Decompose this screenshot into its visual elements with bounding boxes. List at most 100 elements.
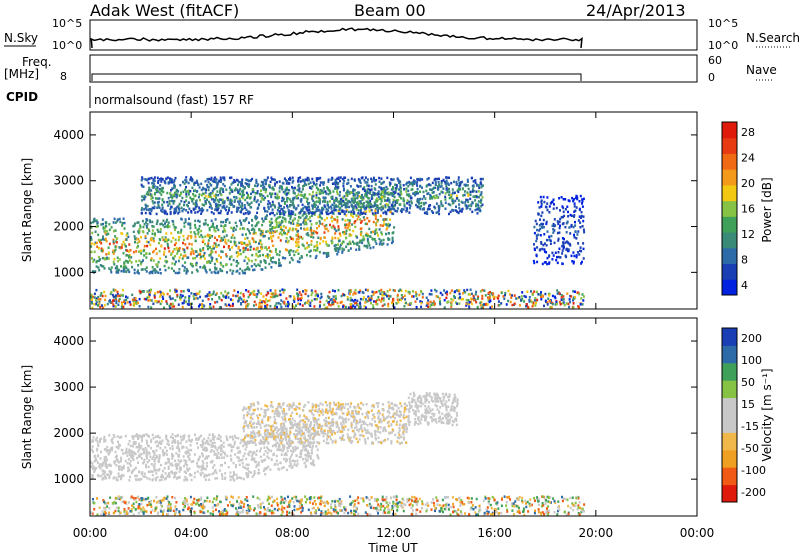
echo-cell bbox=[230, 445, 233, 449]
echo-cell bbox=[290, 237, 293, 240]
echo-cell bbox=[299, 176, 302, 179]
echo-cell bbox=[564, 241, 567, 244]
echo-cell bbox=[163, 478, 166, 481]
echo-cell bbox=[282, 225, 285, 228]
echo-cell bbox=[339, 301, 342, 304]
echo-cell bbox=[190, 243, 193, 246]
echo-cell bbox=[200, 452, 203, 455]
echo-cell bbox=[319, 181, 322, 184]
echo-cell bbox=[299, 297, 302, 300]
echo-cell bbox=[415, 182, 418, 185]
echo-cell bbox=[164, 222, 166, 225]
echo-cell bbox=[115, 241, 118, 244]
echo-cell bbox=[282, 190, 285, 194]
echo-cell bbox=[269, 224, 272, 227]
echo-cell bbox=[540, 291, 542, 294]
echo-cell bbox=[438, 212, 441, 216]
echo-cell bbox=[169, 212, 172, 216]
echo-cell bbox=[346, 295, 349, 299]
echo-cell bbox=[99, 240, 101, 244]
echo-cell bbox=[428, 204, 430, 208]
echo-cell bbox=[295, 195, 298, 198]
echo-cell bbox=[349, 200, 351, 204]
echo-cell bbox=[231, 435, 234, 439]
echo-cell bbox=[297, 430, 300, 433]
echo-cell bbox=[144, 236, 147, 240]
echo-cell bbox=[468, 301, 471, 304]
echo-cell bbox=[90, 296, 93, 299]
echo-cell bbox=[436, 295, 439, 299]
echo-cell bbox=[200, 434, 203, 438]
echo-cell bbox=[272, 230, 275, 233]
echo-cell bbox=[245, 457, 248, 461]
echo-cell bbox=[224, 461, 226, 465]
echo-cell bbox=[271, 221, 274, 224]
echo-cell bbox=[343, 187, 345, 191]
echo-cell bbox=[188, 457, 191, 461]
echo-cell bbox=[244, 206, 247, 210]
echo-cell bbox=[207, 247, 209, 251]
echo-cell bbox=[270, 458, 273, 462]
echo-cell bbox=[301, 237, 304, 240]
echo-cell bbox=[558, 231, 561, 234]
echo-cell bbox=[391, 301, 393, 305]
echo-cell bbox=[342, 304, 345, 307]
echo-cell bbox=[198, 305, 200, 308]
echo-cell bbox=[169, 179, 172, 183]
echo-cell bbox=[375, 290, 378, 294]
echo-cell bbox=[542, 222, 545, 226]
echo-cell bbox=[279, 264, 282, 267]
echo-cell bbox=[210, 207, 213, 210]
echo-cell bbox=[122, 251, 125, 255]
echo-cell bbox=[309, 457, 312, 460]
echo-cell bbox=[317, 236, 320, 239]
echo-cell bbox=[107, 246, 110, 249]
echo-cell bbox=[139, 435, 142, 438]
echo-cell bbox=[197, 446, 199, 449]
echo-cell bbox=[361, 241, 364, 245]
echo-cell bbox=[123, 243, 126, 246]
echo-cell bbox=[229, 443, 232, 447]
echo-cell bbox=[435, 194, 438, 197]
echo-cell bbox=[437, 196, 440, 199]
echo-cell bbox=[256, 191, 259, 195]
echo-cell bbox=[372, 220, 375, 224]
echo-cell bbox=[145, 298, 148, 301]
echo-cell bbox=[339, 190, 341, 194]
echo-cell bbox=[376, 204, 379, 207]
echo-cell bbox=[548, 292, 551, 296]
echo-cell bbox=[379, 240, 382, 244]
echo-cell bbox=[316, 249, 319, 252]
echo-cell bbox=[427, 305, 430, 308]
echo-cell bbox=[278, 258, 280, 261]
echo-cell bbox=[125, 298, 128, 302]
echo-cell bbox=[214, 301, 217, 304]
echo-cell bbox=[546, 196, 549, 199]
echo-cell bbox=[220, 209, 223, 213]
echo-cell bbox=[118, 436, 121, 439]
echo-cell bbox=[388, 218, 391, 221]
echo-cell bbox=[237, 206, 240, 210]
echo-cell bbox=[577, 242, 580, 245]
echo-cell bbox=[319, 242, 321, 245]
echo-cell bbox=[269, 212, 271, 216]
echo-cell bbox=[199, 257, 202, 260]
echo-cell bbox=[380, 300, 383, 303]
echo-cell bbox=[355, 206, 358, 209]
echo-cell bbox=[143, 460, 145, 464]
echo-cell bbox=[278, 196, 280, 199]
echo-cell bbox=[383, 195, 386, 198]
echo-cell bbox=[561, 205, 564, 208]
echo-cell bbox=[170, 232, 173, 235]
echo-cell bbox=[272, 234, 275, 238]
echo-cell bbox=[279, 212, 282, 216]
echo-cell bbox=[184, 188, 187, 191]
echo-cell bbox=[247, 473, 250, 476]
echo-cell bbox=[455, 197, 458, 200]
echo-cell bbox=[292, 250, 295, 253]
echo-cell bbox=[409, 195, 412, 198]
echo-cell bbox=[165, 232, 168, 235]
echo-cell bbox=[352, 293, 355, 296]
echo-cell bbox=[297, 188, 300, 192]
echo-cell bbox=[185, 267, 188, 271]
